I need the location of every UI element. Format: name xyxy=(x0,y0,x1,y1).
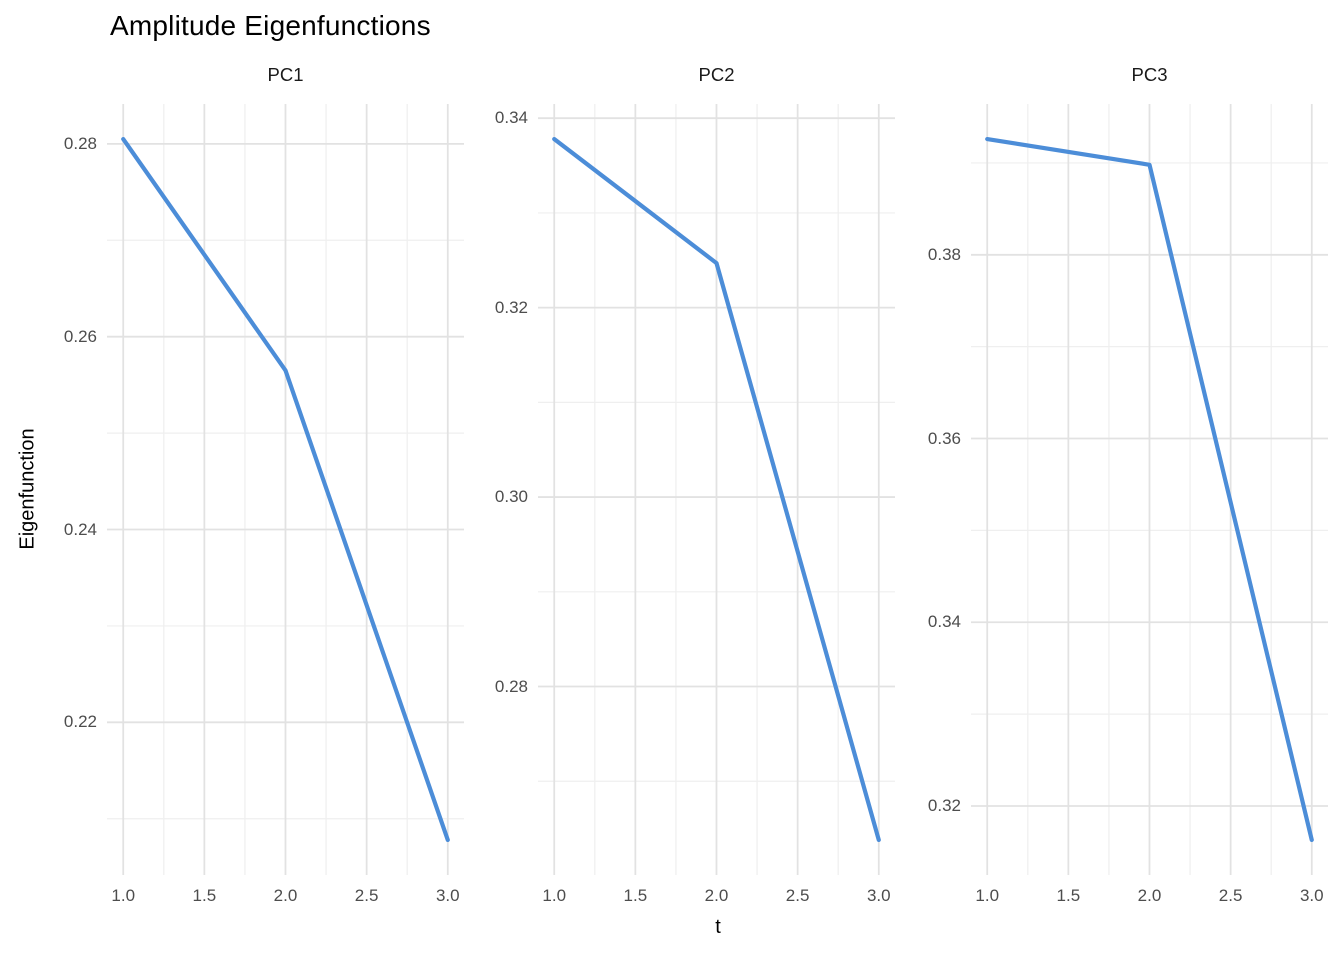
x-tick-label: 1.0 xyxy=(542,886,567,905)
x-tick-label: 1.0 xyxy=(975,886,1000,905)
x-tick-label: 3.0 xyxy=(866,886,891,905)
x-tick-label: 2.0 xyxy=(704,886,729,905)
y-tick-label: 0.26 xyxy=(63,326,97,346)
y-tick-label: 0.24 xyxy=(63,519,97,539)
y-tick-label: 0.32 xyxy=(927,795,961,815)
y-tick-label: 0.36 xyxy=(927,428,961,448)
facet-strip-pc2: PC2 xyxy=(698,64,735,85)
x-tick-label: 2.5 xyxy=(785,886,810,905)
y-tick-label: 0.28 xyxy=(63,133,97,153)
x-tick-label: 1.5 xyxy=(192,886,217,905)
y-tick-label: 0.38 xyxy=(927,244,961,264)
x-tick-label: 2.0 xyxy=(273,886,298,905)
y-tick-label: 0.32 xyxy=(494,297,528,317)
x-tick-label: 1.5 xyxy=(623,886,648,905)
y-tick-label: 0.22 xyxy=(63,712,97,732)
y-tick-label: 0.34 xyxy=(927,612,961,632)
x-tick-label: 3.0 xyxy=(435,886,460,905)
facet-panel-pc2 xyxy=(538,104,895,875)
plot-title: Amplitude Eigenfunctions xyxy=(110,10,431,41)
x-tick-label: 3.0 xyxy=(1299,886,1324,905)
y-tick-label: 0.28 xyxy=(494,676,528,696)
x-tick-label: 1.0 xyxy=(111,886,136,905)
x-tick-label: 1.5 xyxy=(1056,886,1081,905)
x-tick-label: 2.5 xyxy=(354,886,379,905)
x-tick-label: 2.5 xyxy=(1218,886,1243,905)
facet-strip-pc3: PC3 xyxy=(1131,64,1168,85)
facet-panel-pc3 xyxy=(971,104,1328,875)
eigenfunction-line-pc3 xyxy=(985,136,1314,843)
y-tick-label: 0.30 xyxy=(494,487,528,507)
y-tick-label: 0.34 xyxy=(494,108,528,128)
facet-panel-pc1 xyxy=(107,104,464,875)
x-tick-label: 2.0 xyxy=(1137,886,1162,905)
eigenfunction-line-pc2 xyxy=(552,136,881,843)
eigenfunction-line-pc1 xyxy=(121,136,450,843)
x-axis-title: t xyxy=(715,916,721,938)
facet-strip-pc1: PC1 xyxy=(267,64,304,85)
